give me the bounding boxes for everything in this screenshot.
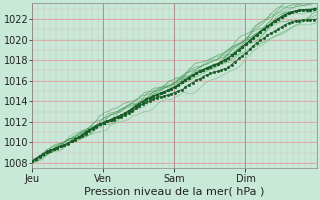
X-axis label: Pression niveau de la mer( hPa ): Pression niveau de la mer( hPa )	[84, 187, 265, 197]
